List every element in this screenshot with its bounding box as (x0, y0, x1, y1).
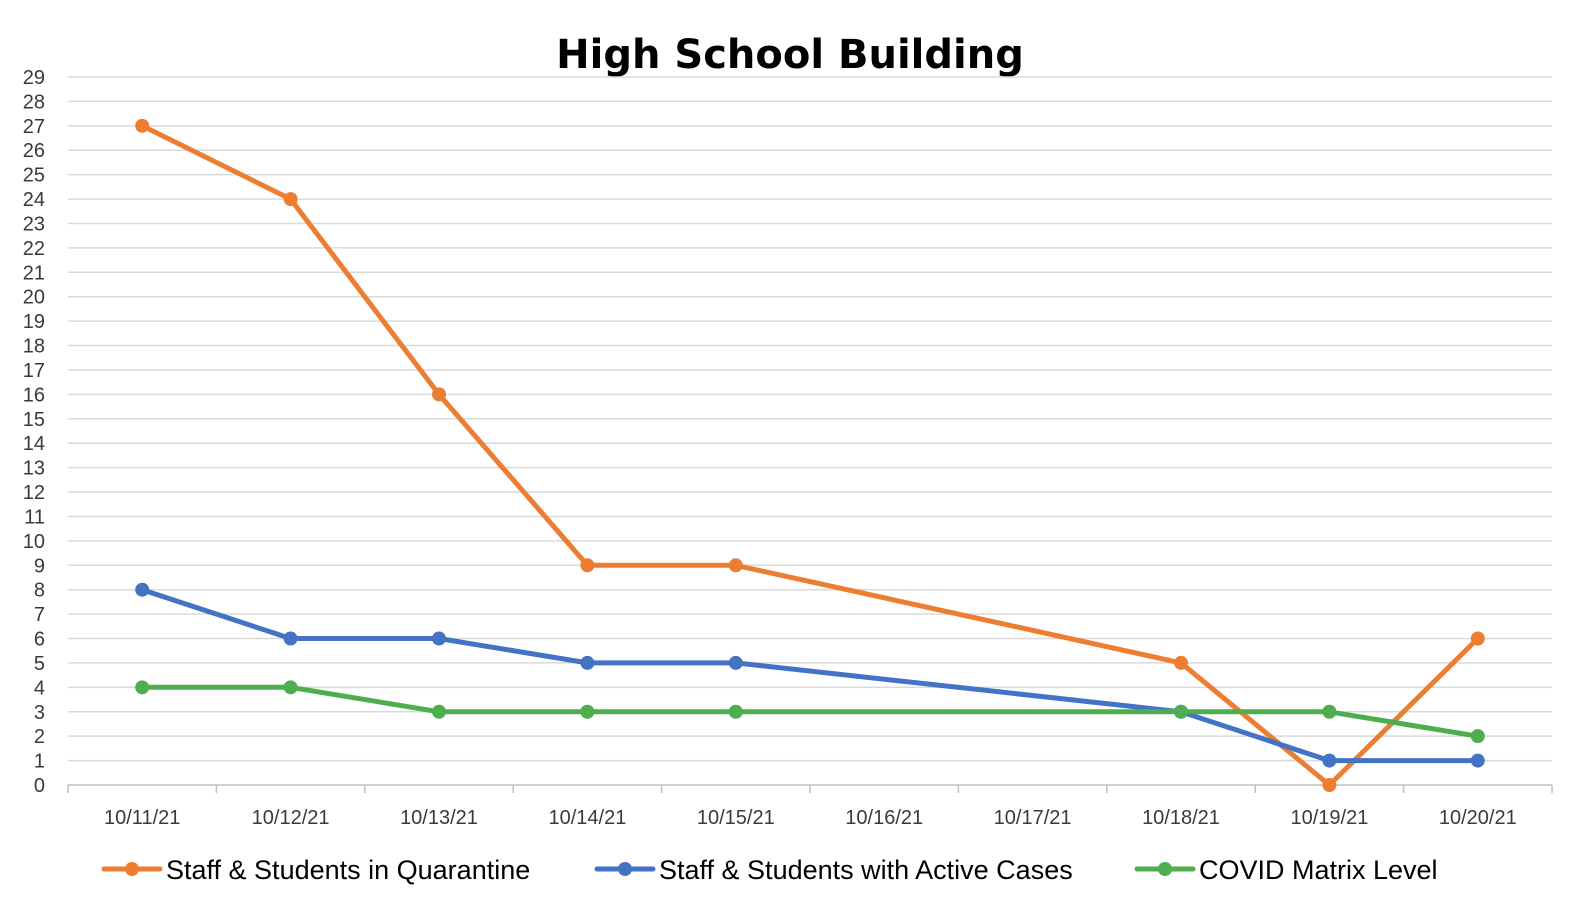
y-tick-label: 2 (34, 726, 45, 748)
legend-label: Staff & Students with Active Cases (659, 855, 1073, 885)
series-line (139, 123, 1481, 788)
data-point (1470, 631, 1485, 646)
x-tick-label: 10/18/21 (1142, 807, 1220, 829)
y-tick-label: 1 (34, 751, 45, 773)
y-tick-label: 23 (23, 213, 45, 235)
y-tick-label: 13 (23, 458, 45, 480)
y-tick-label: 4 (34, 677, 45, 699)
data-point (1470, 753, 1485, 768)
y-tick-label: 8 (34, 580, 45, 602)
x-tick-label: 10/11/21 (104, 807, 180, 829)
x-tick-label: 10/13/21 (400, 807, 478, 829)
y-tick-label: 11 (24, 506, 45, 528)
y-tick-label: 12 (23, 482, 45, 504)
x-tick-label: 10/15/21 (697, 807, 775, 829)
x-tick-label: 10/17/21 (994, 807, 1072, 829)
legend-label: COVID Matrix Level (1199, 855, 1438, 885)
data-point (728, 558, 743, 573)
series-line (139, 587, 1481, 764)
y-tick-label: 29 (23, 67, 45, 89)
y-tick-label: 17 (23, 360, 45, 382)
series-3 (135, 680, 1485, 744)
data-point (1174, 655, 1188, 670)
series-2 (135, 582, 1485, 768)
data-point (135, 680, 150, 695)
legend-item: Staff & Students in Quarantine (101, 855, 530, 885)
data-point (1470, 729, 1485, 744)
data-point (283, 680, 298, 695)
y-tick-label: 25 (23, 165, 45, 187)
data-point (135, 118, 150, 133)
legend-swatch-marker (1158, 862, 1172, 876)
x-tick-label: 10/14/21 (548, 807, 626, 829)
series-1 (135, 118, 1485, 792)
y-tick-label: 18 (23, 336, 45, 358)
data-point (580, 704, 595, 719)
y-axis: 0123456789101112131415161718192021222324… (23, 67, 45, 797)
data-point (728, 704, 743, 719)
x-tick-label: 10/16/21 (845, 807, 923, 829)
data-point (432, 631, 446, 646)
x-axis: 10/11/21 10/12/21 10/13/21 10/14/21 10/15/21… (67, 784, 1553, 829)
x-tick-label: 10/12/21 (252, 807, 330, 829)
data-point (283, 631, 298, 646)
y-tick-label: 9 (34, 555, 45, 577)
legend: Staff & Students in Quarantine Staff & St… (101, 855, 1438, 885)
data-point (1174, 704, 1188, 719)
y-tick-label: 28 (23, 91, 45, 113)
data-point (728, 655, 743, 670)
data-point (580, 558, 595, 573)
data-point (432, 704, 446, 719)
data-point (135, 582, 150, 597)
y-tick-label: 27 (23, 116, 45, 138)
data-point (1322, 778, 1337, 792)
y-tick-label: 15 (23, 409, 45, 431)
chart-title: High School Building (556, 32, 1024, 78)
series-lines (135, 118, 1485, 792)
data-point (432, 387, 446, 402)
y-tick-label: 10 (23, 531, 45, 553)
legend-item: Staff & Students with Active Cases (594, 855, 1073, 885)
y-tick-label: 26 (23, 140, 45, 162)
legend-label: Staff & Students in Quarantine (166, 855, 530, 885)
legend-swatch-marker (125, 862, 139, 876)
x-tick-label: 10/20/21 (1439, 807, 1517, 829)
y-tick-label: 20 (23, 287, 45, 309)
data-point (1322, 704, 1337, 719)
y-tick-label: 14 (23, 433, 45, 455)
y-tick-label: 6 (34, 629, 45, 651)
y-tick-label: 16 (23, 384, 45, 406)
y-tick-label: 0 (34, 775, 45, 797)
legend-swatch-marker (618, 862, 632, 876)
data-point (1322, 753, 1337, 768)
y-tick-label: 19 (23, 311, 45, 333)
gridlines (68, 76, 1552, 762)
y-tick-label: 7 (34, 604, 45, 626)
y-tick-label: 22 (23, 238, 45, 260)
legend-item: COVID Matrix Level (1134, 855, 1438, 885)
data-point (283, 192, 298, 207)
x-tick-label: 10/19/21 (1290, 807, 1368, 829)
y-tick-label: 3 (34, 702, 45, 724)
y-tick-label: 24 (23, 189, 45, 211)
data-point (580, 655, 595, 670)
series-line (139, 684, 1481, 739)
y-tick-label: 5 (34, 653, 45, 675)
y-tick-label: 21 (23, 262, 45, 284)
